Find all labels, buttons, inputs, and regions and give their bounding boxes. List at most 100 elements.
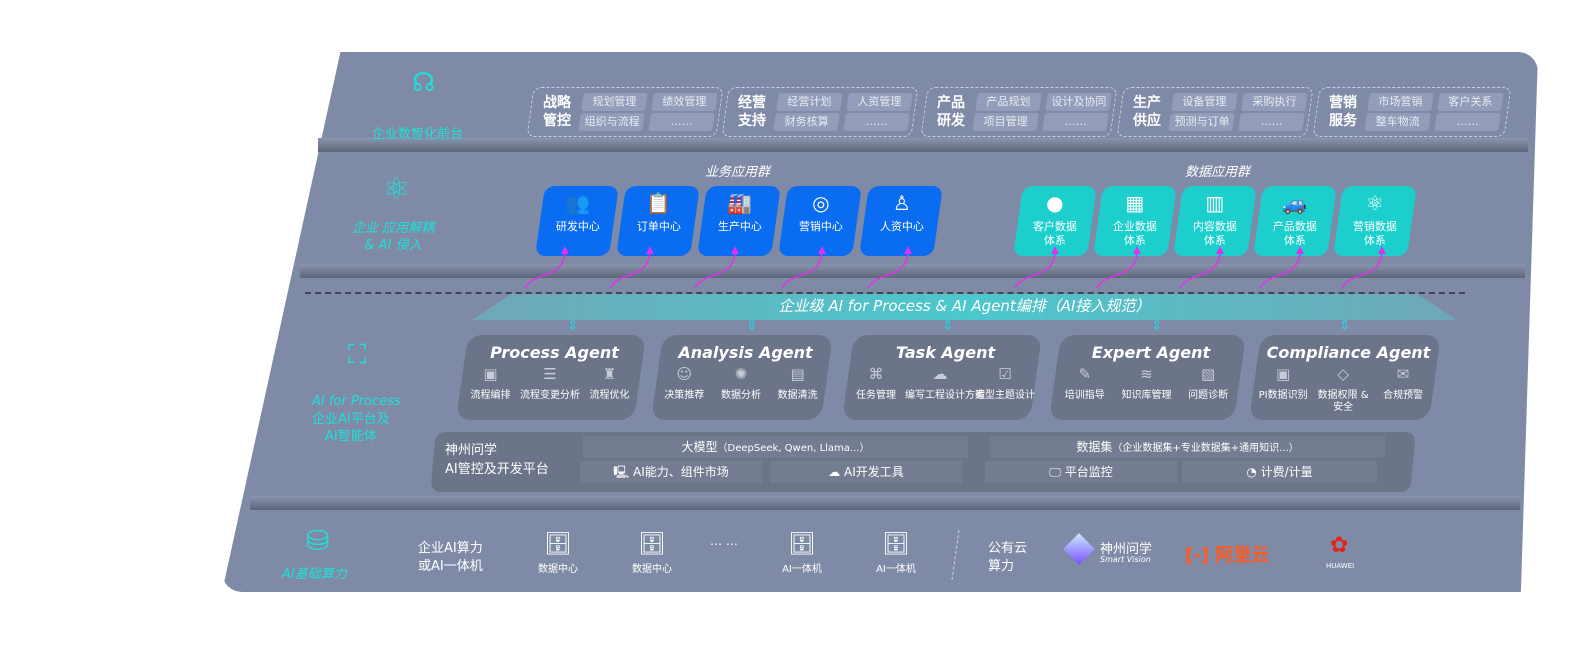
dataset-note: （企业数据集+专业数据集+通用知识...） [1112, 443, 1299, 454]
agent-title: Analysis Agent [678, 343, 813, 362]
agent-card[interactable]: Task Agent ⌘ 任务管理 ☁ 编写工程设计方案 ☑ 造型主题设计 [842, 335, 1042, 420]
connector-arrow [524, 249, 566, 289]
model-label: 大模型 [681, 440, 718, 454]
arrow-head [818, 246, 826, 254]
down-arrow-icon: ⇕ [1151, 318, 1163, 334]
platform-monitor-button[interactable]: 🖵 平台监控 [985, 461, 1177, 483]
connector-arrow [609, 249, 651, 289]
vendor-smart-vision-sub: Smart Vision [1100, 555, 1151, 564]
brain-icon: ☊ [412, 68, 436, 98]
agent-capability: ✎ 培训指导 [1054, 365, 1116, 402]
component-market-button[interactable]: 🖳 AI能力、组件市场 [580, 461, 762, 483]
capability-label: 编写工程设计方案 [904, 390, 985, 401]
down-arrow-icon: ⇕ [567, 318, 579, 334]
capability-label: 知识库管理 [1121, 390, 1172, 401]
capability-icon: ▣ [483, 365, 498, 383]
server-item: 🗄 数据中心 [622, 532, 682, 575]
arrow-head [1378, 246, 1386, 254]
database-icon: ⛁ [306, 524, 330, 557]
capability-icon: ≋ [1140, 365, 1153, 383]
arrow-head [1133, 246, 1141, 254]
layer-divider [300, 264, 1525, 278]
billing-button[interactable]: ◔ 计费/计量 [1182, 461, 1377, 483]
capability-icon: ☰ [543, 365, 557, 383]
server-item: 🗄 数据中心 [528, 532, 588, 575]
agent-card[interactable]: Compliance Agent ▣ PI数据识别 ◇ 数据权限 & 安全 ✉ 合规预警 [1249, 335, 1441, 420]
server-label: AI一体机 [876, 564, 916, 575]
connector-arrow [1096, 249, 1138, 289]
ai-dev-tools-button[interactable]: ☁ AI开发工具 [770, 461, 962, 483]
vendor-aliyun: 阿里云 [1215, 545, 1270, 566]
capability-icon: ▤ [790, 365, 805, 383]
model-note: （DeepSeek, Qwen, Llama...） [717, 443, 870, 454]
infra-layer-label: AI基础算力 [282, 567, 347, 582]
arrow-head [731, 246, 739, 254]
capability-icon: ◇ [1337, 365, 1349, 383]
capability-label: 造型主题设计 [974, 390, 1035, 401]
agent-capability: ◇ 数据权限 & 安全 [1313, 365, 1373, 414]
arrow-head [561, 246, 569, 254]
private-compute-label: 企业AI算力 或AI一体机 [418, 541, 483, 574]
ai-banner-text: 企业级 AI for Process & AI Agent编排（AI接入规范） [778, 297, 1151, 315]
agent-capability: ⌘ 任务管理 [847, 365, 905, 402]
capability-label: PI数据识别 [1258, 390, 1308, 401]
capability-label: 流程优化 [589, 390, 630, 401]
agent-capability: ☺ 决策推荐 [656, 365, 713, 402]
server-item: 🗄 AI一体机 [772, 532, 832, 575]
down-arrow-icon: ⇕ [942, 318, 954, 334]
agent-capability: ▤ 数据清洗 [769, 365, 826, 402]
agent-title: Compliance Agent [1266, 343, 1431, 362]
connector-arrow [1341, 249, 1383, 289]
agent-capability: ☰ 流程变更分析 [520, 365, 580, 402]
connector-arrow [1014, 249, 1056, 289]
down-arrow-icon: ⇕ [746, 318, 758, 334]
server-icon: 🗄 [544, 532, 572, 557]
connector-arrow [1179, 249, 1221, 289]
agent-capability: ▧ 问题诊断 [1177, 365, 1239, 402]
front-layer-label: 企业数智化前台 [372, 127, 464, 142]
dataset-label: 数据集 [1076, 440, 1113, 454]
arrow-head [1051, 246, 1059, 254]
aliyun-logo: [-] 阿里云 [1185, 545, 1270, 566]
dataset-bar: 数据集（企业数据集+专业数据集+通用知识...） [990, 436, 1385, 458]
capability-label: 合规预警 [1383, 390, 1424, 401]
vendor-huawei: HUAWEI [1326, 562, 1355, 570]
agent-capability: ≋ 知识库管理 [1116, 365, 1178, 402]
capability-label: 流程编排 [470, 390, 511, 401]
down-arrow-icon: ⇕ [1339, 318, 1351, 334]
agent-title: Process Agent [490, 343, 619, 362]
vendor-smart-vision: 神州问学 [1100, 542, 1153, 557]
tool-label: 计费/计量 [1260, 465, 1313, 479]
agent-title: Task Agent [895, 343, 996, 362]
agent-card[interactable]: Process Agent ▣ 流程编排 ☰ 流程变更分析 ♜ 流程优化 [456, 335, 646, 420]
agent-card[interactable]: Analysis Agent ☺ 决策推荐 ✺ 数据分析 ▤ 数据清洗 [651, 335, 833, 420]
connector-arrow [694, 249, 736, 289]
capability-label: 决策推荐 [664, 390, 705, 401]
capability-icon: ♜ [602, 365, 617, 383]
molecule-icon: ⚛ [383, 172, 410, 207]
capability-label: 培训指导 [1064, 390, 1105, 401]
ai-layer-label-en: AI for Process [312, 394, 401, 409]
arrow-head [646, 246, 654, 254]
capability-label: 数据权限 & 安全 [1317, 390, 1369, 413]
server-icon: 🗄 [788, 532, 816, 557]
data-group-title: 数据应用群 [1185, 165, 1251, 180]
capability-icon: ✉ [1396, 365, 1410, 383]
capability-label: 任务管理 [855, 390, 896, 401]
arrow-head [1216, 246, 1224, 254]
agent-capability: ▣ PI数据识别 [1253, 365, 1313, 414]
public-compute-label: 公有云 算力 [988, 541, 1028, 574]
agent-capability: ☑ 造型主题设计 [974, 365, 1035, 402]
ellipsis: … … [710, 534, 738, 548]
server-icon: 🗄 [882, 532, 910, 557]
capability-icon: ⌘ [868, 365, 884, 383]
apps-layer-label: 企业 应用解耦 & AI 侵入 [352, 221, 435, 253]
face-scan-icon: ⛶ [348, 340, 367, 370]
layer-divider [318, 138, 1528, 152]
server-item: 🗄 AI一体机 [866, 532, 926, 575]
arrow-head [904, 246, 912, 254]
agent-card[interactable]: Expert Agent ✎ 培训指导 ≋ 知识库管理 ▧ 问题诊断 [1049, 335, 1246, 420]
agent-capability: ▣ 流程编排 [461, 365, 520, 402]
server-label: 数据中心 [538, 564, 578, 575]
